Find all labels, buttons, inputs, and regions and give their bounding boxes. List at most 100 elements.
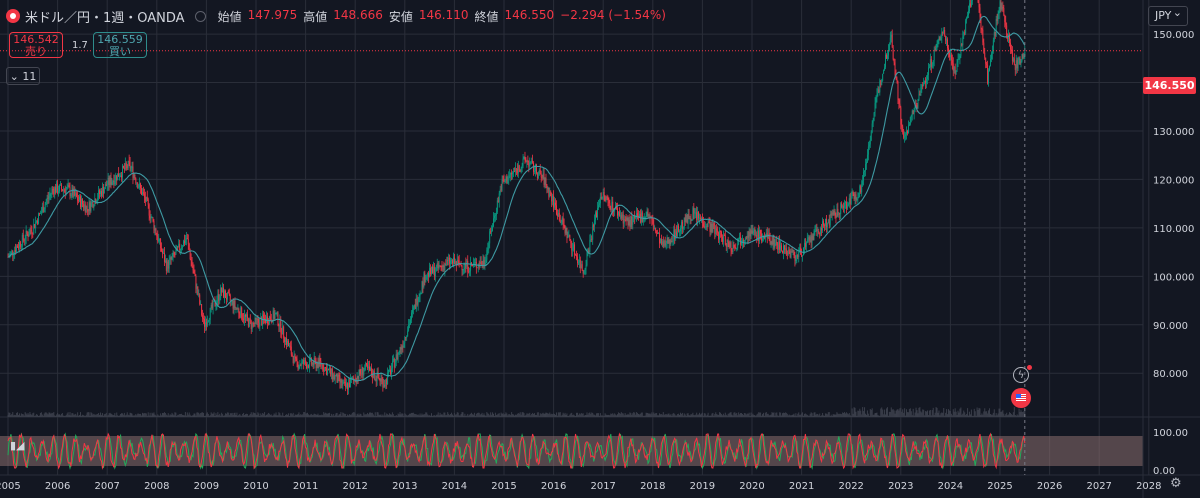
candle-body bbox=[734, 247, 736, 249]
candle-body bbox=[564, 225, 566, 234]
candle-body bbox=[559, 220, 561, 223]
candle-body bbox=[531, 160, 533, 162]
volume-bar bbox=[653, 412, 655, 417]
candle-body bbox=[72, 188, 74, 197]
volume-bar bbox=[225, 413, 227, 417]
volume-bar bbox=[777, 415, 779, 417]
candle-body bbox=[946, 39, 948, 41]
volume-bar bbox=[511, 412, 513, 417]
volume-bar bbox=[803, 415, 805, 417]
volume-bar bbox=[852, 413, 854, 417]
candle-body bbox=[840, 203, 842, 214]
volume-bar bbox=[332, 413, 334, 417]
volume-bar bbox=[684, 414, 686, 417]
candle-body bbox=[391, 361, 393, 369]
buy-button[interactable]: 146.559 買い bbox=[93, 32, 147, 58]
us-flag-event-icon[interactable] bbox=[1011, 388, 1031, 408]
candle-body bbox=[1019, 58, 1021, 64]
candle-body bbox=[276, 312, 278, 314]
candle-body bbox=[322, 364, 324, 370]
candle-body bbox=[330, 368, 332, 375]
volume-bar bbox=[709, 415, 711, 417]
currency-select[interactable]: JPY bbox=[1148, 4, 1188, 26]
volume-bar bbox=[941, 412, 943, 417]
volume-bar bbox=[633, 412, 635, 417]
candle-body bbox=[210, 305, 212, 308]
volume-bar bbox=[946, 409, 948, 417]
candle-body bbox=[905, 134, 907, 136]
candle-body bbox=[22, 234, 24, 240]
candle-body bbox=[331, 368, 333, 380]
candle-body bbox=[345, 382, 347, 388]
volume-bar bbox=[438, 415, 440, 417]
trade-event-icon[interactable]: ϟ bbox=[1013, 365, 1032, 383]
candle-body bbox=[1003, 8, 1005, 15]
volume-bar bbox=[401, 413, 403, 417]
candle-body bbox=[879, 80, 881, 93]
candle-body bbox=[156, 234, 158, 237]
volume-bar bbox=[213, 412, 215, 417]
candle-body bbox=[870, 131, 872, 141]
volume-bar bbox=[217, 412, 219, 417]
volume-bar bbox=[259, 415, 261, 417]
settings-gear-icon[interactable]: ⚙ bbox=[1170, 476, 1182, 491]
candle-body bbox=[281, 332, 283, 335]
candle-body bbox=[458, 260, 460, 265]
candle-body bbox=[193, 270, 195, 274]
candle-body bbox=[435, 266, 437, 272]
candle-body bbox=[933, 49, 935, 61]
volume-bar bbox=[550, 414, 552, 417]
volume-bar bbox=[693, 414, 695, 417]
candle-body bbox=[396, 354, 398, 360]
candle-body bbox=[141, 188, 142, 195]
candle-body bbox=[1002, 6, 1004, 9]
volume-bar bbox=[310, 413, 312, 417]
candle-body bbox=[33, 224, 35, 234]
volume-bar bbox=[207, 413, 209, 417]
candle-body bbox=[992, 40, 994, 51]
candle-body bbox=[906, 130, 907, 135]
candle-body bbox=[244, 315, 246, 320]
volume-bar bbox=[629, 412, 631, 417]
candle-body bbox=[420, 292, 422, 294]
candle-body bbox=[782, 250, 783, 254]
candle-body bbox=[714, 225, 716, 234]
candle-body bbox=[553, 195, 555, 208]
candle-body bbox=[456, 259, 458, 266]
volume-bar bbox=[416, 414, 418, 417]
candle-body bbox=[445, 264, 447, 266]
volume-bar bbox=[153, 412, 155, 417]
volume-bar bbox=[402, 413, 404, 417]
volume-bar bbox=[165, 414, 167, 417]
candle-body bbox=[725, 244, 727, 247]
volume-bar bbox=[326, 413, 328, 417]
volume-bar bbox=[87, 412, 89, 417]
volume-bar bbox=[994, 415, 996, 417]
volume-bar bbox=[645, 412, 647, 417]
candle-body bbox=[410, 319, 411, 325]
candle-body bbox=[409, 324, 411, 326]
volume-bar bbox=[649, 413, 651, 417]
candle-body bbox=[608, 200, 610, 204]
candle-body bbox=[273, 310, 275, 319]
candle-body bbox=[288, 345, 290, 347]
candle-body bbox=[82, 204, 84, 208]
volume-bar bbox=[943, 407, 945, 417]
volume-bar bbox=[601, 415, 603, 417]
volume-bar bbox=[917, 413, 919, 417]
indicators-toggle-button[interactable]: ⌄ 11 bbox=[6, 67, 40, 85]
volume-bar bbox=[7, 415, 9, 417]
candle-body bbox=[698, 211, 700, 219]
symbol-title[interactable]: 米ドル／円・1週・OANDA bbox=[25, 10, 185, 26]
volume-bar bbox=[240, 415, 242, 417]
candle-body bbox=[600, 196, 602, 199]
sell-button[interactable]: 146.542 売り bbox=[9, 32, 63, 58]
candle-body bbox=[329, 368, 331, 375]
volume-bar bbox=[639, 413, 641, 417]
volume-bar bbox=[818, 415, 820, 417]
candle-body bbox=[852, 192, 854, 194]
volume-bar bbox=[1003, 413, 1005, 417]
volume-bar bbox=[429, 415, 431, 417]
candle-body bbox=[611, 201, 613, 211]
